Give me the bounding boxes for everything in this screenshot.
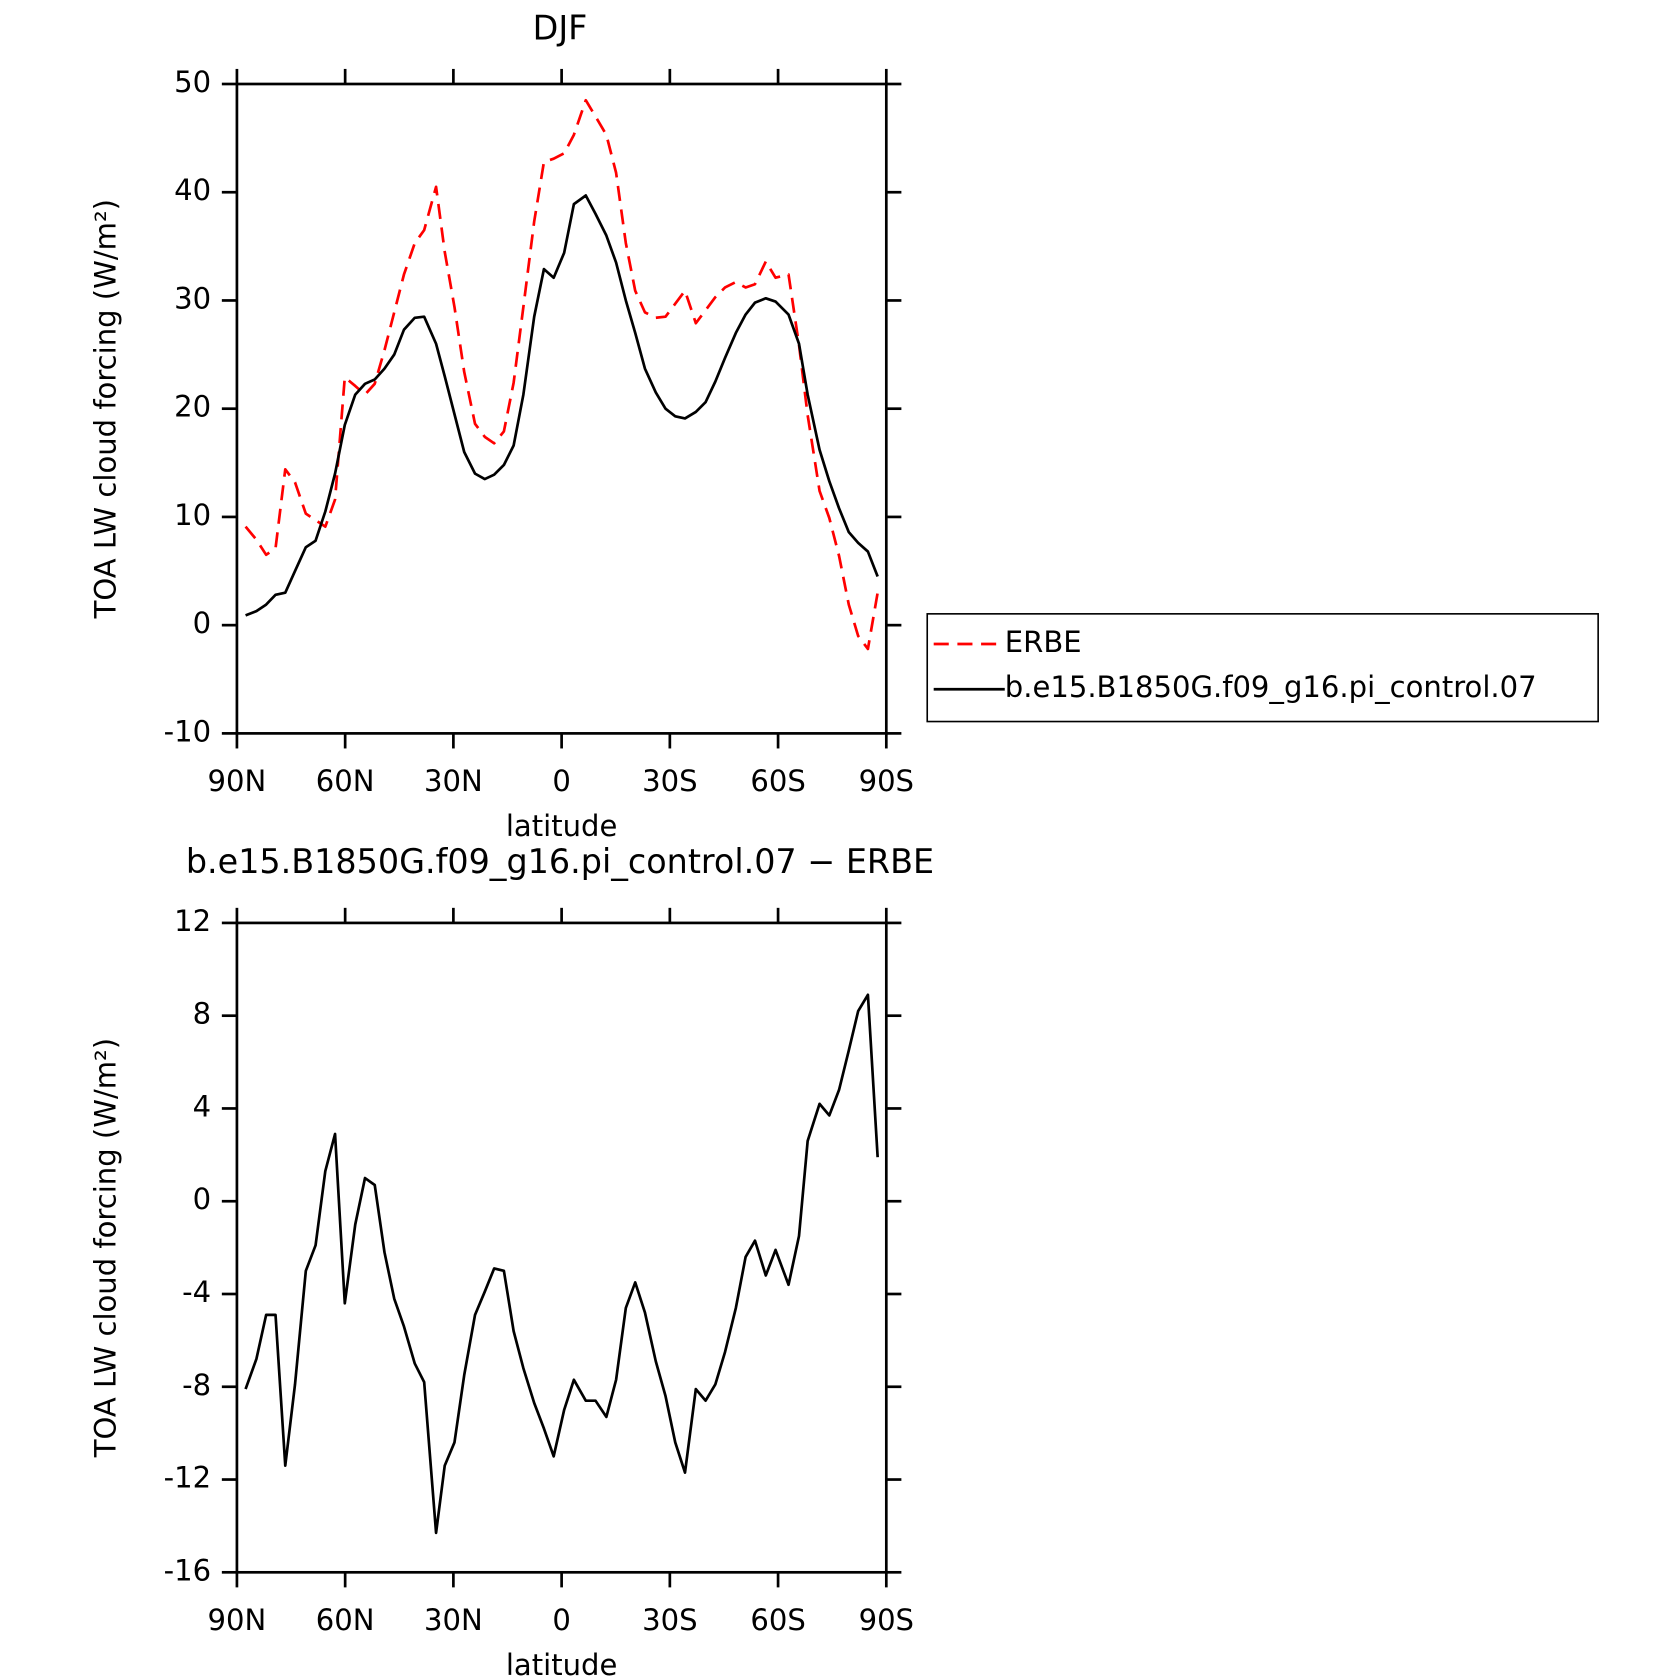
- y-axis-label: TOA LW cloud forcing (W/m²): [89, 199, 123, 619]
- y-tick-label: 20: [174, 390, 211, 424]
- x-tick-label: 60N: [316, 764, 375, 798]
- x-tick-label: 90S: [859, 764, 914, 798]
- x-tick-label: 90N: [208, 1603, 267, 1637]
- y-axis-label: TOA LW cloud forcing (W/m²): [89, 1038, 123, 1458]
- legend-label: b.e15.B1850G.f09_g16.pi_control.07: [1005, 670, 1537, 704]
- y-tick-label: -12: [164, 1461, 211, 1495]
- x-tick-label: 30S: [642, 1603, 697, 1637]
- x-tick-label: 0: [552, 1603, 571, 1637]
- x-axis-label: latitude: [506, 809, 618, 843]
- y-tick-label: 0: [193, 1182, 212, 1216]
- y-tick-label: 0: [193, 606, 212, 640]
- x-tick-label: 30N: [424, 764, 483, 798]
- y-tick-label: 50: [174, 65, 211, 99]
- x-tick-label: 60S: [750, 1603, 805, 1637]
- y-tick-label: 8: [193, 997, 212, 1031]
- legend-label: ERBE: [1005, 625, 1082, 659]
- y-tick-label: -4: [182, 1275, 211, 1309]
- chart-title: DJF: [533, 9, 588, 48]
- y-tick-label: 4: [193, 1089, 212, 1123]
- y-tick-label: 30: [174, 281, 211, 315]
- y-tick-label: 10: [174, 498, 211, 532]
- y-tick-label: -10: [164, 714, 211, 748]
- x-axis-label: latitude: [506, 1648, 618, 1680]
- plot-frame: [235, 921, 888, 1574]
- x-tick-label: 30S: [642, 764, 697, 798]
- x-tick-label: 90N: [208, 764, 267, 798]
- x-tick-label: 60N: [316, 1603, 375, 1637]
- y-tick-label: 40: [174, 173, 211, 207]
- y-tick-label: -16: [164, 1553, 211, 1587]
- x-tick-label: 60S: [750, 764, 805, 798]
- data-line: [244, 993, 879, 1535]
- x-tick-label: 90S: [859, 1603, 914, 1637]
- chart-title: b.e15.B1850G.f09_g16.pi_control.07 − ERB…: [186, 842, 934, 881]
- plot-frame: [235, 82, 888, 735]
- data-line: [245, 194, 879, 617]
- x-tick-label: 0: [552, 764, 571, 798]
- y-tick-label: -8: [182, 1368, 211, 1402]
- x-tick-label: 30N: [424, 1603, 483, 1637]
- y-tick-label: 12: [174, 904, 211, 938]
- legend-box: [926, 613, 1599, 723]
- data-line: [244, 98, 879, 651]
